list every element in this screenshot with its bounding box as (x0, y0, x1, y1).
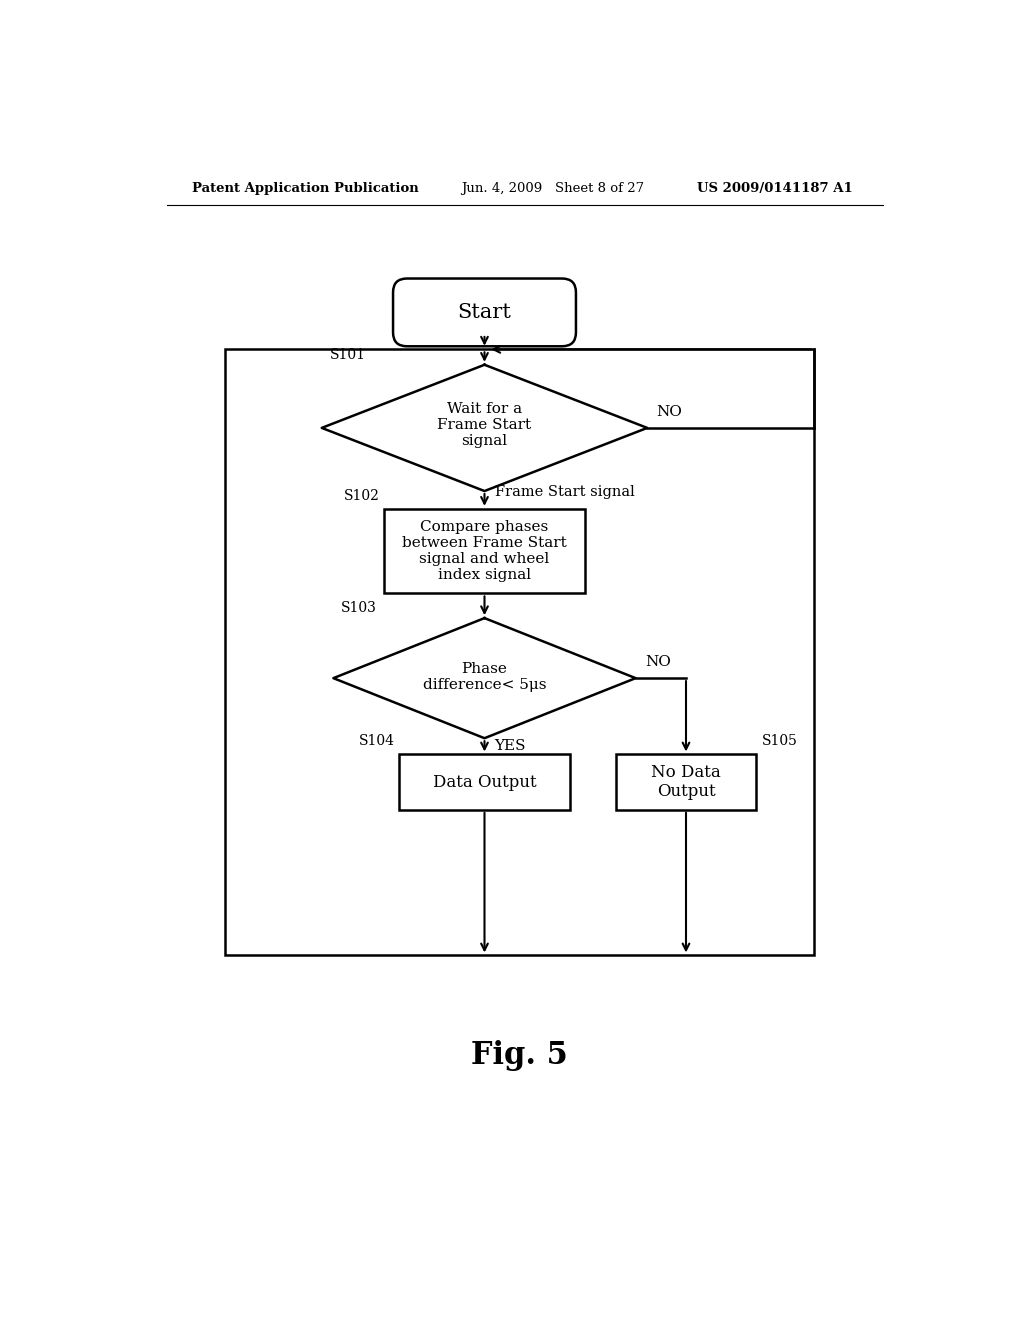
Text: NO: NO (645, 655, 671, 669)
FancyBboxPatch shape (393, 279, 575, 346)
Text: Start: Start (458, 302, 511, 322)
Text: Patent Application Publication: Patent Application Publication (191, 182, 418, 194)
Text: NO: NO (656, 405, 682, 418)
Text: Fig. 5: Fig. 5 (471, 1040, 567, 1071)
Text: Jun. 4, 2009   Sheet 8 of 27: Jun. 4, 2009 Sheet 8 of 27 (461, 182, 644, 194)
Text: Data Output: Data Output (433, 774, 537, 791)
Polygon shape (334, 618, 636, 738)
Text: YES: YES (494, 739, 525, 754)
Text: Frame Start signal: Frame Start signal (495, 486, 634, 499)
Text: S105: S105 (762, 734, 798, 748)
Text: S103: S103 (341, 601, 377, 615)
Text: Compare phases
between Frame Start
signal and wheel
index signal: Compare phases between Frame Start signa… (402, 520, 567, 582)
Text: S102: S102 (344, 488, 380, 503)
Bar (225, 350, 814, 956)
Text: Wait for a
Frame Start
signal: Wait for a Frame Start signal (437, 401, 531, 447)
Polygon shape (322, 364, 647, 491)
Text: No Data
Output: No Data Output (651, 764, 721, 800)
Bar (399, 755, 569, 810)
Bar (616, 755, 756, 810)
Text: S101: S101 (330, 347, 366, 362)
Text: US 2009/0141187 A1: US 2009/0141187 A1 (697, 182, 853, 194)
Bar (384, 508, 586, 594)
Text: Phase
difference< 5μs: Phase difference< 5μs (423, 661, 546, 692)
Text: S104: S104 (359, 734, 395, 748)
